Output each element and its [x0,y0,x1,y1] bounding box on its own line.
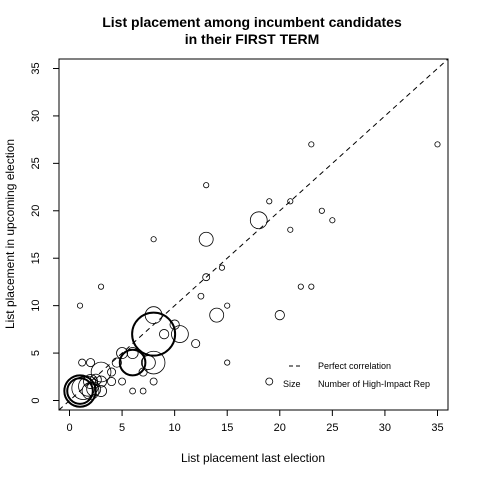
x-tick-label: 20 [274,422,286,434]
data-point [159,329,170,340]
data-point [86,358,96,368]
data-point [95,375,108,388]
data-point [266,198,273,205]
data-point [198,231,214,247]
y-tick-label: 25 [30,157,42,169]
x-axis-label: List placement last election [181,451,325,465]
data-points [63,141,441,408]
data-point [169,319,180,330]
data-point [308,141,315,148]
data-point [203,182,210,189]
data-point [287,226,294,233]
data-point [78,358,87,367]
data-point [224,359,231,366]
x-tick-label: 0 [66,422,72,434]
data-point [86,381,102,397]
x-tick-label: 5 [119,422,125,434]
data-point [171,325,189,343]
data-point [107,367,117,377]
data-point [144,306,163,324]
y-tick-label: 15 [30,252,42,264]
data-point [197,292,205,300]
y-tick-label: 30 [30,110,42,122]
data-point [287,198,294,205]
y-axis: 0 5 10 15 20 25 30 35 [30,62,59,404]
legend-line-label: Perfect correlation [318,361,391,371]
perfect-correlation-line [58,58,449,411]
x-axis: 0 5 10 15 20 25 30 35 [66,410,444,434]
data-point [111,357,122,368]
data-point [308,283,315,290]
data-point [329,217,336,224]
data-point [98,283,105,290]
data-point [116,347,129,360]
data-point [209,307,225,323]
x-tick-label: 15 [221,422,233,434]
legend-size-label: Number of High-Impact Rep [318,379,430,389]
chart-title-line1: List placement among incumbent candidate… [102,14,402,30]
y-axis-label: List placement in upcoming election [3,139,17,329]
data-point [126,347,139,360]
data-point [150,236,157,243]
y-tick-label: 5 [30,350,42,356]
x-tick-label: 30 [379,422,391,434]
data-point [149,377,158,386]
legend-size-key: Size [283,379,301,389]
data-point [265,377,274,386]
data-point [89,373,102,386]
data-point [90,361,112,383]
chart-title-line2: in their FIRST TERM [185,31,320,47]
data-point [141,350,166,375]
y-tick-label: 0 [30,397,42,403]
data-point [191,339,201,349]
data-point [318,207,325,214]
data-point [202,273,211,282]
x-tick-label: 35 [431,422,443,434]
data-point [139,387,147,395]
identity-line [58,58,449,411]
x-tick-label: 10 [169,422,181,434]
data-point [71,376,95,400]
data-point [224,302,231,309]
y-tick-label: 20 [30,205,42,217]
data-point [66,377,94,405]
y-tick-label: 10 [30,300,42,312]
y-tick-label: 35 [30,62,42,74]
data-point [129,387,136,395]
data-point [249,211,268,230]
data-point [76,302,84,309]
data-point [131,311,177,357]
data-point [95,385,108,397]
plot-frame [58,58,449,411]
data-point [107,377,117,387]
legend: Perfect correlation Size Number of High-… [283,361,430,389]
data-point [118,377,127,386]
data-point [218,264,226,271]
data-point [434,141,441,148]
data-point [297,283,304,290]
data-point [118,348,147,377]
data-point [274,310,285,321]
x-tick-label: 25 [326,422,338,434]
